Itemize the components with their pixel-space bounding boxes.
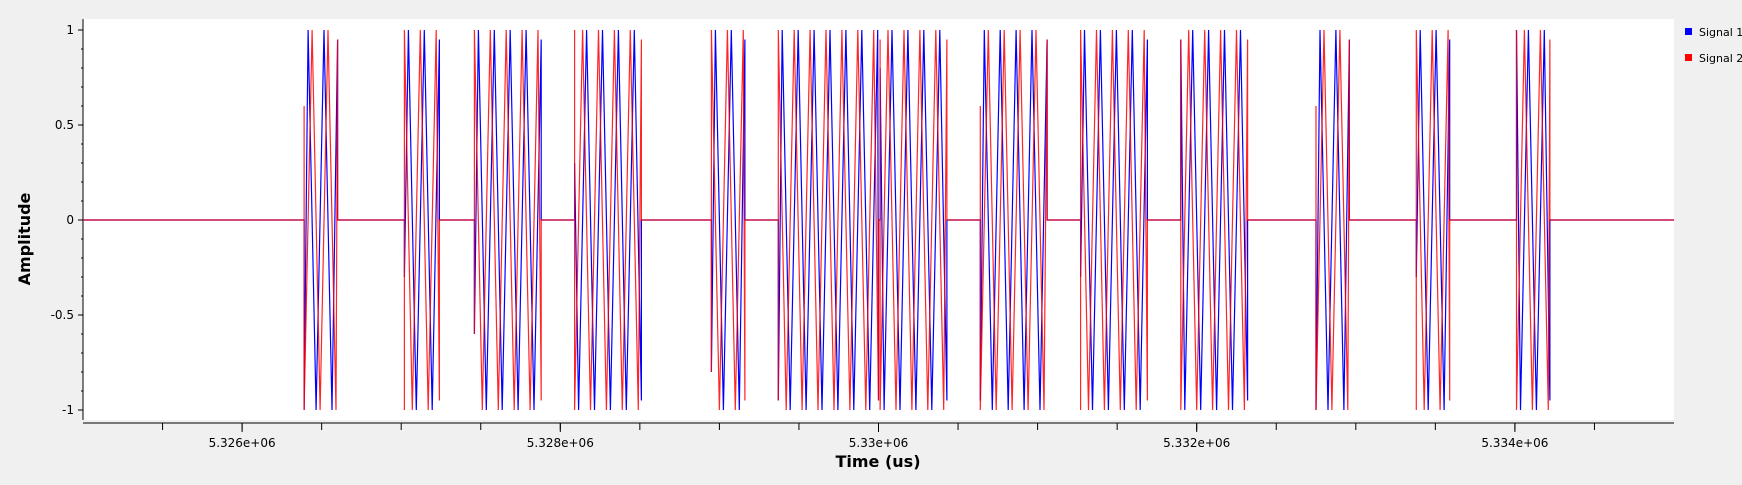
y-tick-label: 1 bbox=[66, 23, 74, 37]
legend-entry-signal-1[interactable]: Signal 1 bbox=[1685, 26, 1742, 39]
series-line-signal-2 bbox=[83, 29, 1674, 411]
y-axis-label: Amplitude bbox=[15, 192, 34, 285]
x-tick-label: 5.328e+06 bbox=[527, 436, 594, 450]
y-tick-label: 0 bbox=[66, 213, 74, 227]
plot-traces bbox=[83, 29, 1674, 411]
x-tick-label: 5.326e+06 bbox=[209, 436, 276, 450]
x-axis: 5.326e+06 5.328e+06 5.33e+06 5.332e+06 5.334… bbox=[83, 422, 1674, 450]
y-tick-label: 0.5 bbox=[55, 118, 74, 132]
x-axis-label: Time (us) bbox=[835, 452, 920, 471]
legend: Signal 1 Signal 2 bbox=[1685, 26, 1742, 65]
x-tick-label: 5.33e+06 bbox=[849, 436, 908, 450]
x-tick-label: 5.332e+06 bbox=[1163, 436, 1230, 450]
y-tick-label: -1 bbox=[62, 403, 74, 417]
legend-entry-signal-2[interactable]: Signal 2 bbox=[1685, 52, 1742, 65]
legend-swatch-signal-2 bbox=[1685, 54, 1692, 61]
legend-label-signal-2: Signal 2 bbox=[1699, 52, 1742, 65]
legend-label-signal-1: Signal 1 bbox=[1699, 26, 1742, 39]
legend-swatch-signal-1 bbox=[1685, 28, 1692, 35]
y-tick-label: -0.5 bbox=[51, 308, 74, 322]
x-tick-label: 5.334e+06 bbox=[1481, 436, 1548, 450]
